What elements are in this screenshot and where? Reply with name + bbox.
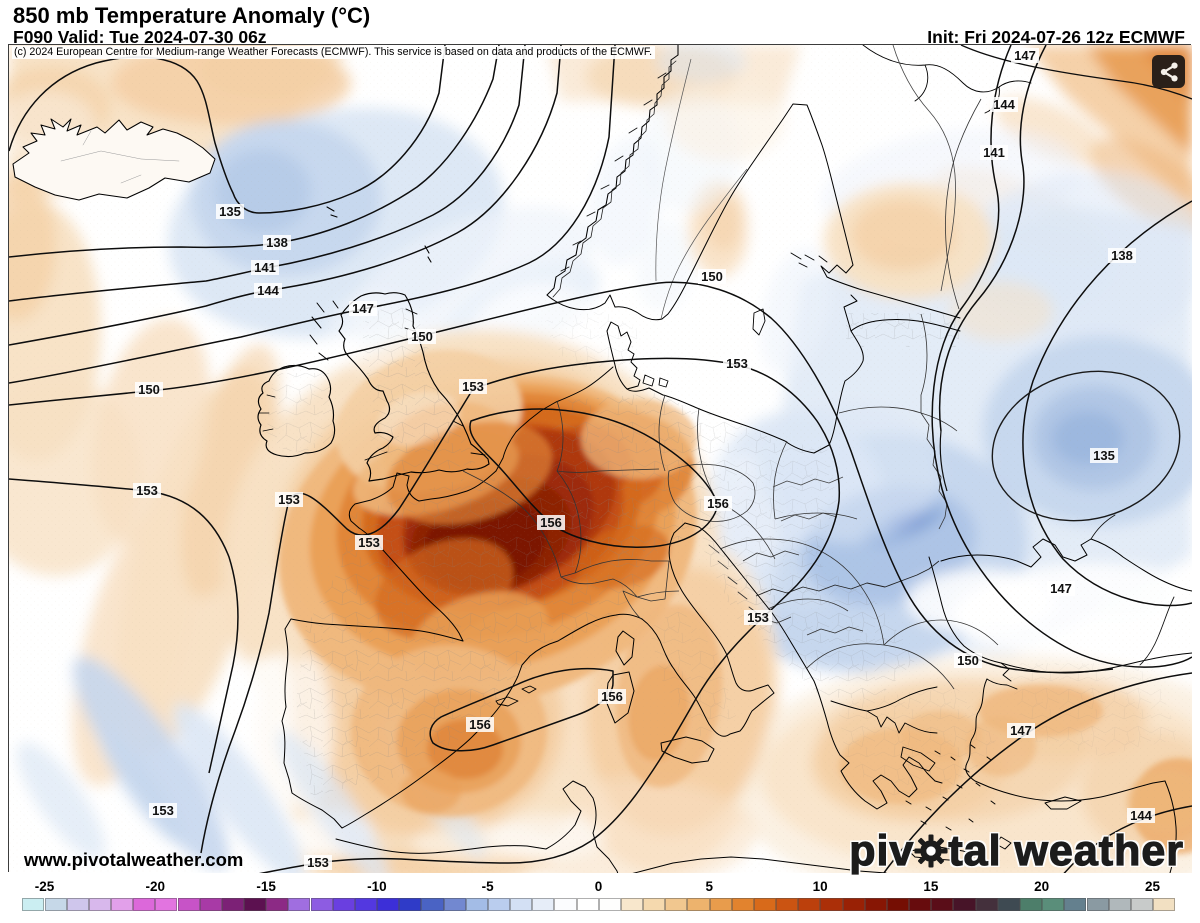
svg-text:153: 153 (747, 610, 769, 625)
svg-text:153: 153 (278, 492, 300, 507)
svg-text:153: 153 (726, 356, 748, 371)
svg-text:144: 144 (1130, 808, 1152, 823)
svg-text:156: 156 (707, 496, 729, 511)
svg-text:147: 147 (1050, 581, 1072, 596)
svg-text:153: 153 (462, 379, 484, 394)
svg-text:135: 135 (1093, 448, 1115, 463)
svg-text:135: 135 (219, 204, 241, 219)
svg-text:153: 153 (136, 483, 158, 498)
svg-text:138: 138 (266, 235, 288, 250)
svg-text:153: 153 (358, 535, 380, 550)
svg-text:138: 138 (1111, 248, 1133, 263)
svg-text:156: 156 (469, 717, 491, 732)
svg-text:156: 156 (540, 515, 562, 530)
svg-text:153: 153 (152, 803, 174, 818)
svg-text:147: 147 (1010, 723, 1032, 738)
svg-text:147: 147 (352, 301, 374, 316)
svg-text:144: 144 (993, 97, 1015, 112)
svg-text:156: 156 (601, 689, 623, 704)
svg-text:141: 141 (254, 260, 276, 275)
svg-text:144: 144 (257, 283, 279, 298)
svg-text:147: 147 (1014, 48, 1036, 63)
svg-text:150: 150 (138, 382, 160, 397)
svg-text:150: 150 (701, 269, 723, 284)
svg-text:150: 150 (957, 653, 979, 668)
svg-text:141: 141 (983, 145, 1005, 160)
svg-text:153: 153 (307, 855, 329, 870)
svg-text:150: 150 (411, 329, 433, 344)
